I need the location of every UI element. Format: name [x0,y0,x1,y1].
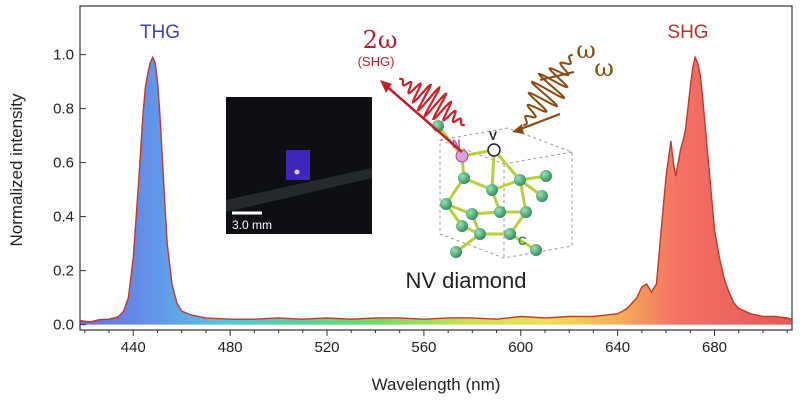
output-arrow-head [380,80,392,93]
carbon-label: C [518,234,527,248]
nitrogen-atom [455,149,469,163]
input-wave [523,53,573,127]
input-wave-packet: ω ω [512,36,614,134]
x-tick-label: 600 [508,339,533,356]
nitrogen-label: N [452,137,461,151]
inset-title: NV diamond [405,268,526,293]
y-tick-label: 0.0 [53,317,74,334]
output-arrow-line [383,83,463,153]
diamond-crystal [286,150,310,180]
vacancy-site [487,143,501,157]
plot-frame [79,5,793,331]
y-tick-label: 1.0 [53,47,74,64]
carbon-atoms [432,120,552,258]
x-axis: 440 480 520 560 600 640 680 [84,330,788,356]
output-wave [399,77,465,127]
plot-border [79,5,793,331]
shg-label: SHG [667,22,708,43]
carbon-atom [536,190,548,202]
x-tick-label: 480 [218,339,243,356]
carbon-atom [486,184,498,196]
y-tick-label: 0.4 [53,209,74,226]
carbon-atom [504,228,516,240]
spectrum-line [79,55,793,323]
carbon-atom [466,208,478,220]
nv-lattice: N V C NV diamond [405,120,573,293]
y-axis: 0.0 0.2 0.4 0.6 0.8 1.0 [53,47,86,334]
y-tick-label: 0.8 [53,101,74,118]
spectrum-area [80,57,792,325]
y-tick-label: 0.6 [53,155,74,172]
carbon-atom [450,246,462,258]
omega-label-2: ω [594,54,614,82]
y-axis-title: Normalized intensity [7,93,26,247]
photo-stripe [226,168,372,212]
carbon-atom [458,172,470,184]
y-tick-label: 0.2 [53,263,74,280]
input-arrow-head [512,124,524,134]
x-tick-label: 680 [702,339,727,356]
x-tick-label: 640 [605,339,630,356]
carbon-atom [494,206,506,218]
input-arrow-line [517,112,561,132]
crystal-glint [294,169,300,175]
omega-label-1: ω [576,36,596,64]
x-tick-label: 520 [315,339,340,356]
carbon-atom [456,220,468,232]
x-axis-title: Wavelength (nm) [372,375,501,394]
shg-wave-packet: 2ω (SHG) [358,26,465,153]
scale-bar-label: 3.0 mm [232,218,272,232]
inset-photo: 3.0 mm [226,97,372,234]
shg-paren-label: (SHG) [358,54,395,69]
x-tick-label: 440 [121,339,146,356]
vacancy-label: V [489,129,497,143]
carbon-atom [520,206,532,218]
carbon-atom [514,174,526,186]
x-tick-label: 560 [411,339,436,356]
two-omega-label: 2ω [363,26,398,54]
input-arrow-top [539,71,575,81]
carbon-atom [530,244,542,256]
thg-label: THG [140,22,180,43]
carbon-atom [440,198,452,210]
carbon-atom [474,228,486,240]
carbon-atom [540,170,552,182]
